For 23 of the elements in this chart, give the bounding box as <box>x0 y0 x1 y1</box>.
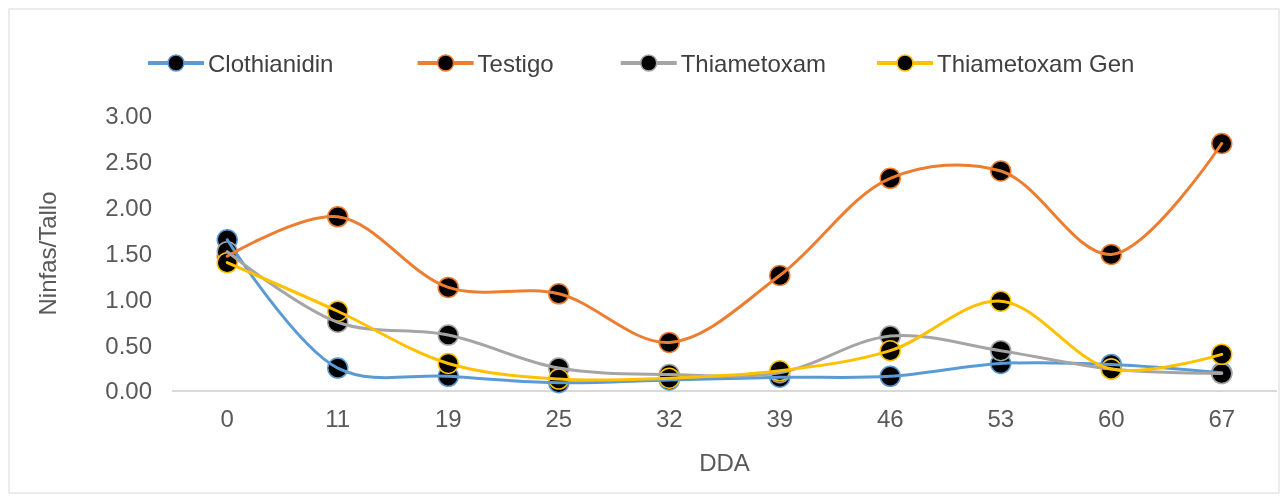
y-tick-label: 0.50 <box>105 331 152 359</box>
x-tick-label: 19 <box>434 405 462 432</box>
x-tick-label: 32 <box>655 405 683 432</box>
x-tick-label: 46 <box>876 405 904 432</box>
legend-label: Testigo <box>477 50 554 77</box>
x-tick-label: 53 <box>987 405 1015 432</box>
x-tick-label: 60 <box>1097 405 1125 432</box>
x-tick-label: 25 <box>545 405 573 432</box>
x-tick-label: 11 <box>325 405 351 432</box>
y-tick-label: 2.00 <box>105 194 152 222</box>
y-tick-label: 1.00 <box>105 285 152 313</box>
x-tick-label: 67 <box>1208 405 1236 432</box>
y-tick-label: 1.50 <box>105 239 152 267</box>
x-tick-label: 39 <box>766 405 794 432</box>
x-tick-label: 0 <box>220 405 234 432</box>
y-axis-title: Ninfas/Tallo <box>34 191 62 316</box>
legend-label: Thiametoxam <box>680 50 827 77</box>
y-tick-label: 0.00 <box>105 377 152 405</box>
x-axis-title: DDA <box>699 449 750 476</box>
y-tick-label: 3.00 <box>105 102 152 130</box>
legend-label: Clothianidin <box>208 50 334 77</box>
legend-label: Thiametoxam Gen <box>937 50 1135 77</box>
y-tick-label: 2.50 <box>105 148 152 176</box>
